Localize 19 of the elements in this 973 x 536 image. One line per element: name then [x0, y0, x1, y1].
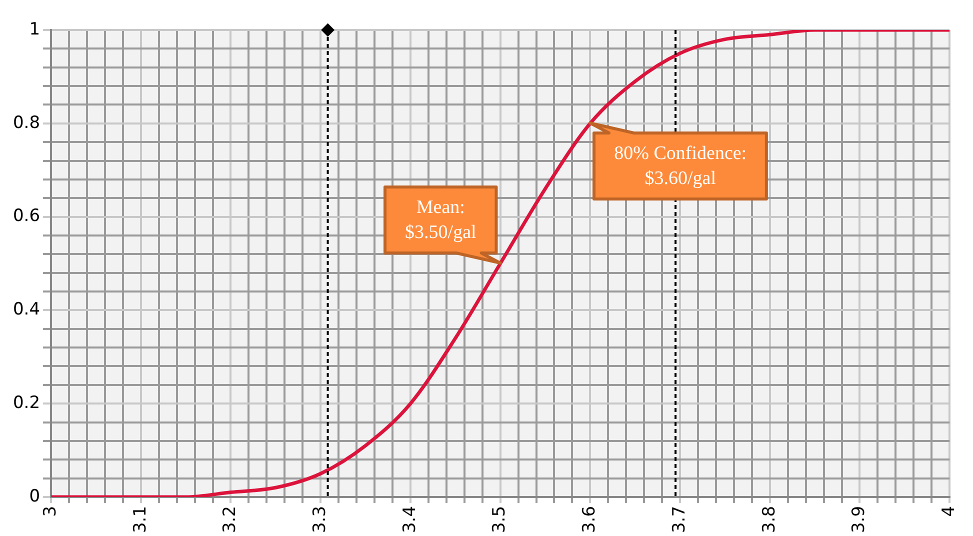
x-tick-label: 3.9: [849, 506, 870, 534]
y-tick-label: 0.6: [12, 206, 40, 226]
x-tick-label: 4: [939, 506, 960, 517]
x-tick-label: 3.4: [400, 506, 420, 534]
x-tick-label: 3.7: [669, 506, 690, 534]
x-tick-label: 3.8: [759, 506, 780, 534]
x-tick-label: 3.3: [310, 506, 330, 534]
x-tick-label: 3.5: [490, 506, 510, 534]
y-tick-label: 1: [29, 19, 40, 40]
y-tick-label: 0.2: [12, 392, 40, 413]
y-tick-label: 0.4: [12, 300, 40, 320]
x-tick-label: 3.2: [220, 506, 240, 534]
annotation: Mean: $3.50/gal: [405, 196, 476, 246]
y-tick-label: 0: [29, 486, 40, 506]
y-tick-label: 0.8: [12, 112, 40, 133]
x-tick-label: 3.6: [580, 506, 600, 534]
annotation: 80% Confidence: $3.60/gal: [614, 142, 747, 192]
x-tick-label: 3.1: [130, 506, 150, 534]
x-tick-label: 3: [40, 506, 60, 517]
